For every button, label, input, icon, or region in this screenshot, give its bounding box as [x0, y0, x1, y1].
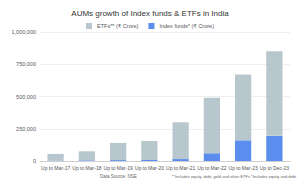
svg-text:Up to Mar-23: Up to Mar-23: [229, 165, 258, 171]
svg-text:AUMs growth of Index funds & E: AUMs growth of Index funds & ETFs in Ind…: [71, 9, 229, 18]
svg-text:750,000: 750,000: [16, 61, 36, 67]
svg-text:Up to Mar-20: Up to Mar-20: [135, 165, 164, 171]
svg-text:Up to Mar-17: Up to Mar-17: [41, 165, 70, 171]
svg-text:250,000: 250,000: [16, 126, 36, 132]
svg-text:Up to Mar-22: Up to Mar-22: [197, 165, 226, 171]
svg-text:**Includes equity, debt, gold: **Includes equity, debt, gold and silver…: [172, 174, 297, 179]
svg-text:0: 0: [33, 158, 36, 164]
svg-text:Up to Dec-23: Up to Dec-23: [260, 165, 290, 171]
svg-text:Index funds* (₹ Crore): Index funds* (₹ Crore): [159, 23, 214, 29]
svg-text:Up to Mar-19: Up to Mar-19: [104, 165, 133, 171]
svg-text:500,000: 500,000: [16, 94, 36, 100]
svg-text:Data Source: NSE: Data Source: NSE: [100, 174, 137, 179]
svg-text:1,000,000: 1,000,000: [12, 29, 36, 35]
svg-text:ETFs** (₹ Crore): ETFs** (₹ Crore): [97, 23, 139, 29]
svg-text:Up to Mar-18: Up to Mar-18: [72, 165, 101, 171]
svg-text:Up to Mar-21: Up to Mar-21: [166, 165, 195, 171]
